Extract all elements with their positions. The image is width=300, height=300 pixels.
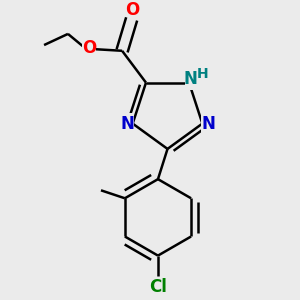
Text: O: O bbox=[125, 1, 140, 19]
Text: N: N bbox=[201, 115, 215, 133]
Text: O: O bbox=[82, 39, 96, 57]
Text: H: H bbox=[196, 67, 208, 81]
Text: Cl: Cl bbox=[149, 278, 167, 296]
Text: N: N bbox=[120, 115, 134, 133]
Text: N: N bbox=[184, 70, 198, 88]
